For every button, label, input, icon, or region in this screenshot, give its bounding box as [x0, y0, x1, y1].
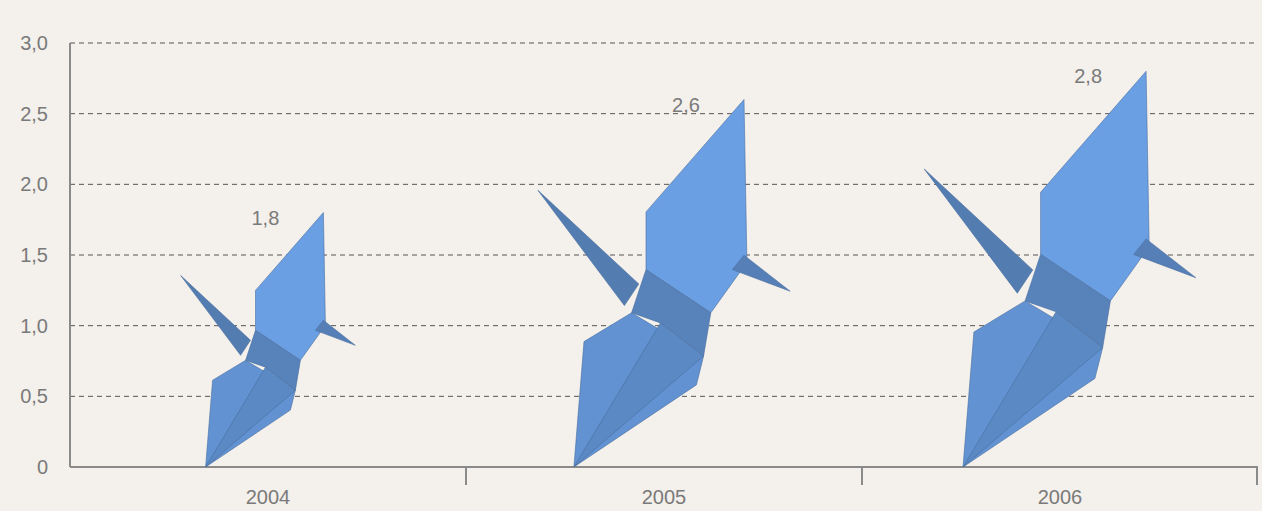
crane-bar [181, 213, 356, 467]
grid-line [70, 43, 1258, 44]
marks [181, 71, 1196, 467]
background [0, 0, 1262, 511]
crane-fold [206, 367, 296, 467]
x-tick-label: 2004 [246, 486, 291, 508]
category-tick [465, 467, 467, 485]
crane-bar [538, 100, 790, 468]
crane-fold [732, 255, 790, 291]
crane-bar [924, 71, 1196, 467]
y-axis [69, 43, 71, 467]
y-tick-label: 1,0 [20, 315, 48, 337]
data-label: 2,6 [672, 94, 700, 116]
data-label: 2,8 [1074, 65, 1102, 87]
crane-fold [574, 323, 704, 467]
y-tick-label: 1,5 [20, 244, 48, 266]
y-tick-label: 0 [37, 456, 48, 478]
crane-fold [315, 320, 355, 345]
y-tick-label: 2,0 [20, 173, 48, 195]
crane-fold [963, 312, 1103, 467]
crane-fold [538, 190, 639, 305]
y-tick-label: 3,0 [20, 32, 48, 54]
y-tick-label: 0,5 [20, 385, 48, 407]
crane-fold [181, 276, 251, 356]
crane-fold [924, 169, 1033, 293]
chart: 0 0,5 1,0 1,5 2,0 2,5 3,0 2004 2005 2006 1,8 2,6 2,8 [0, 0, 1262, 511]
x-tick-label: 2005 [642, 486, 687, 508]
x-axis [70, 466, 1258, 468]
category-tick [861, 467, 863, 485]
category-tick [1256, 467, 1258, 485]
x-tick-label: 2006 [1038, 486, 1083, 508]
crane-fold [1134, 239, 1196, 278]
y-tick-label: 2,5 [20, 103, 48, 125]
data-label: 1,8 [251, 207, 279, 229]
grid-line [70, 113, 1258, 114]
